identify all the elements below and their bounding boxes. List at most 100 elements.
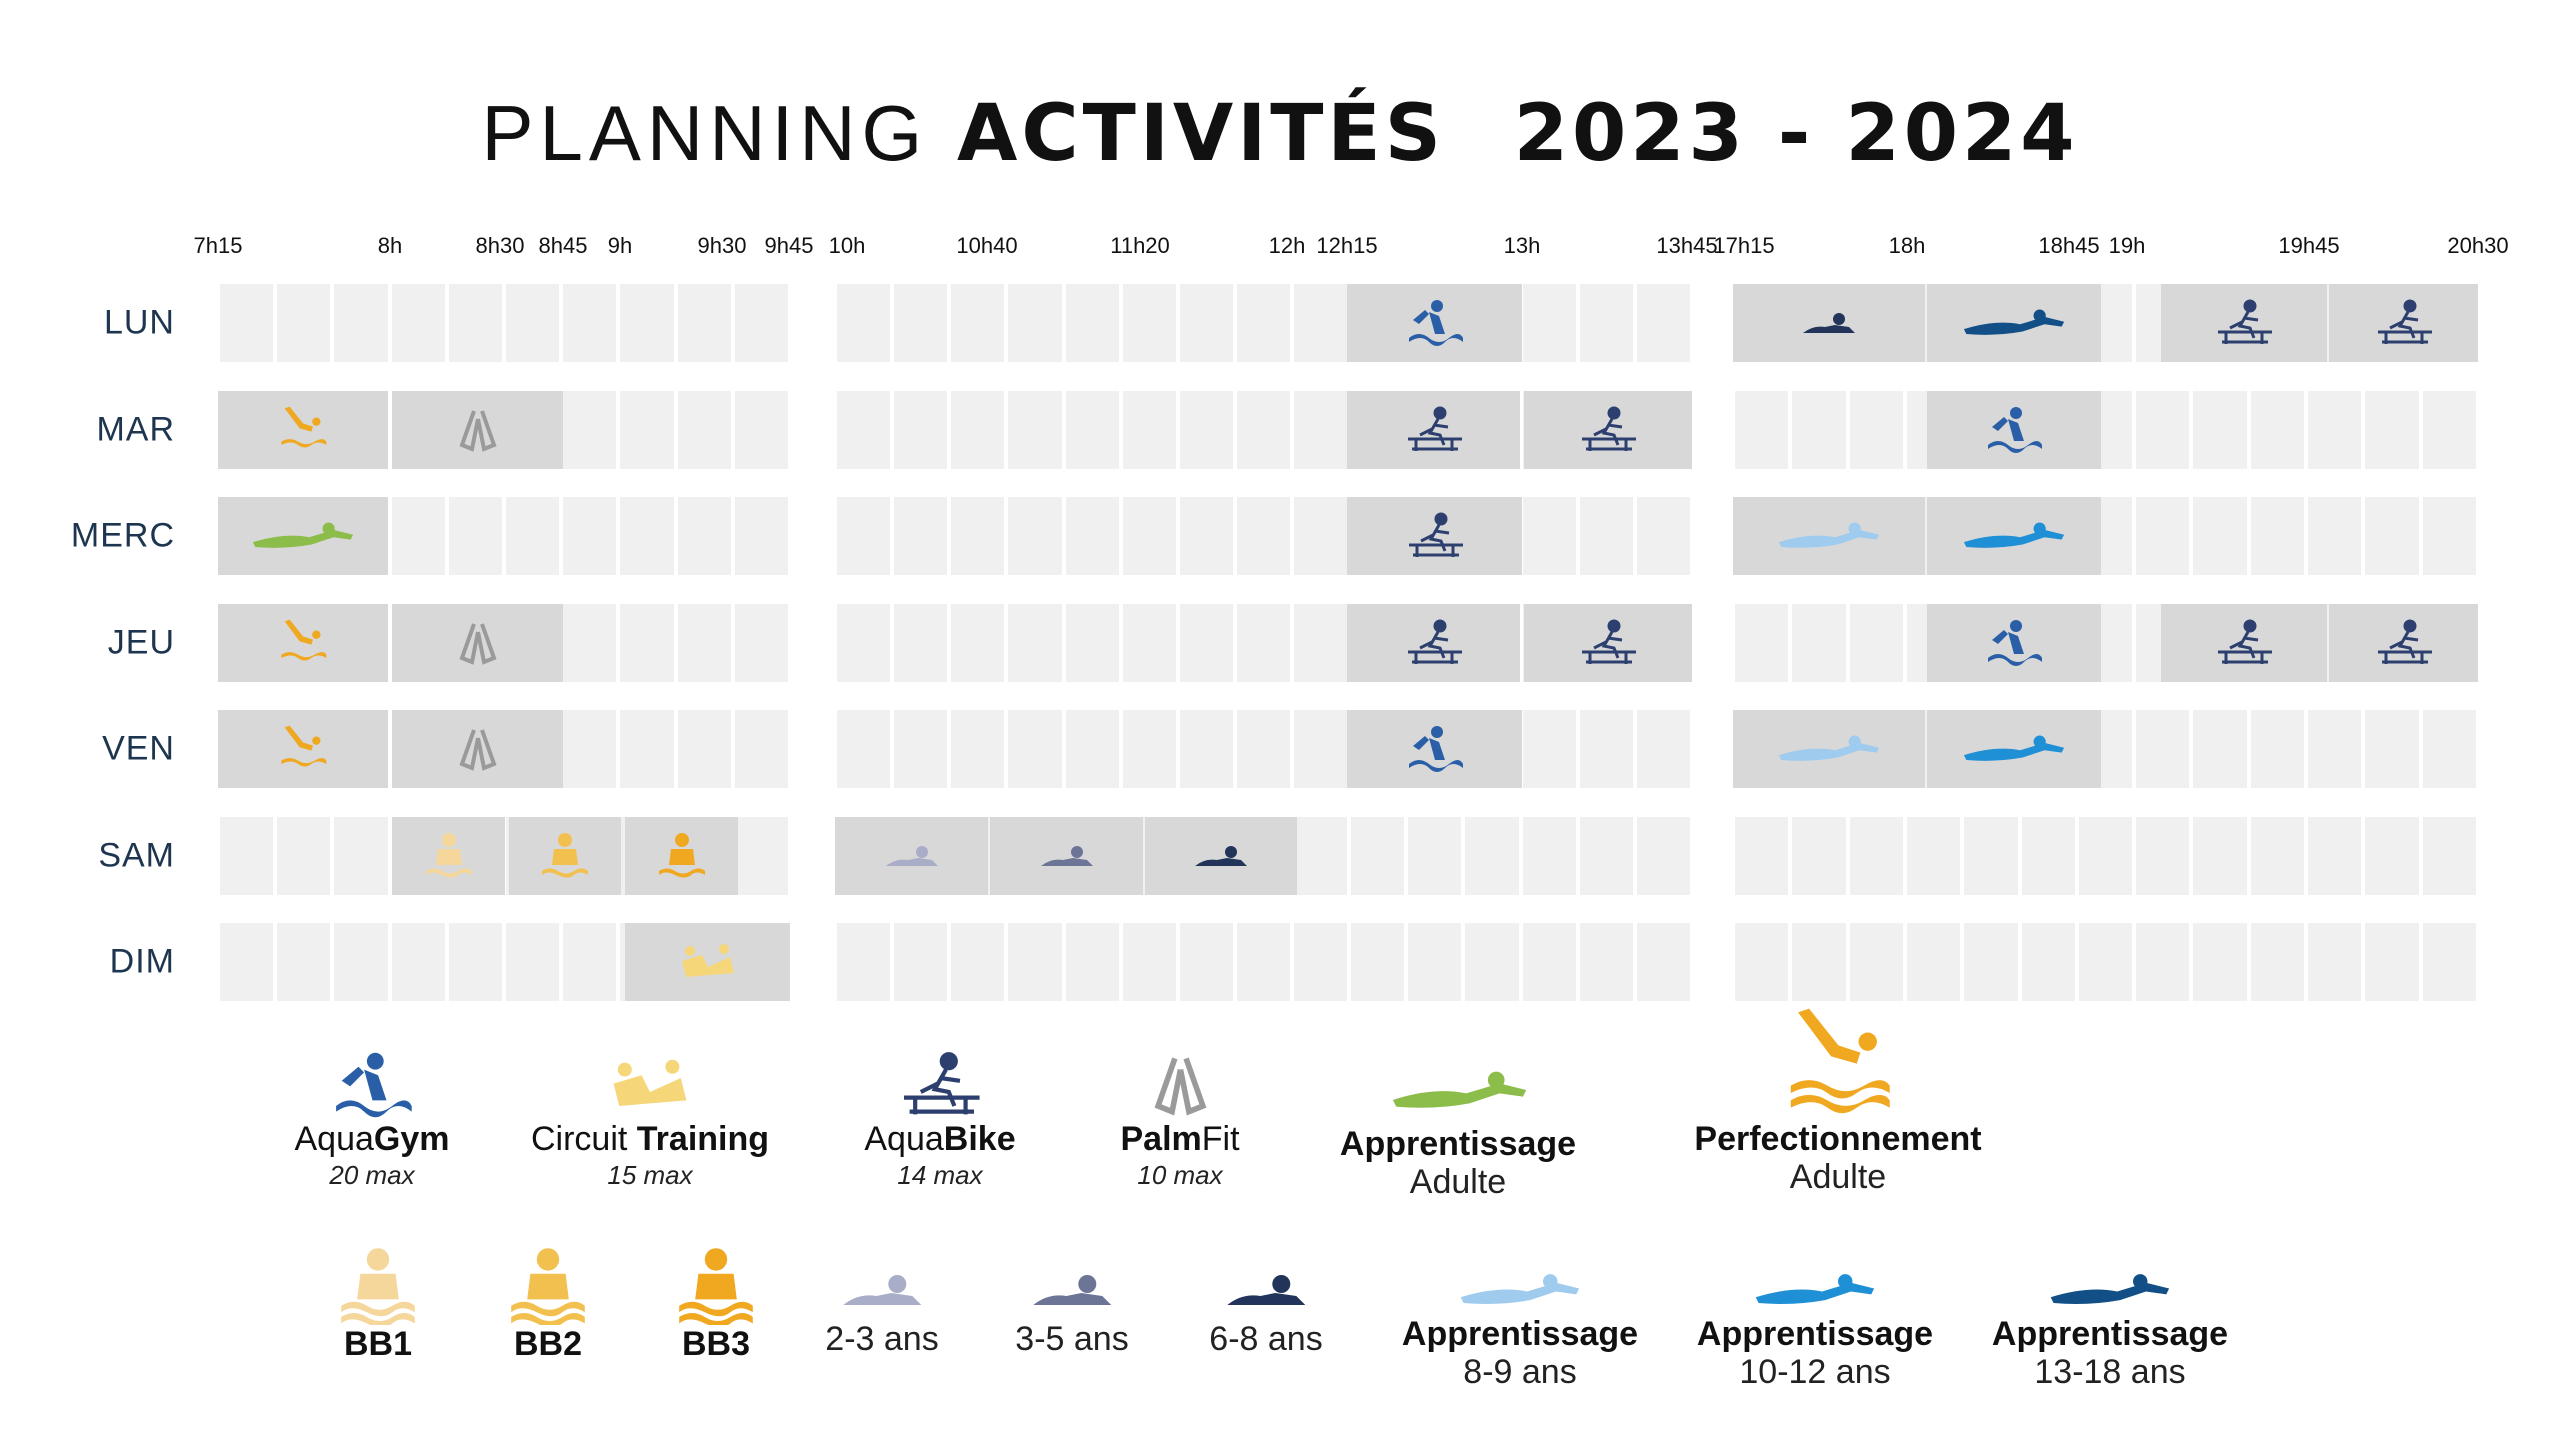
grid-cell xyxy=(448,497,502,575)
palmfit-icon-shape xyxy=(1154,1057,1206,1116)
grid-cell xyxy=(1849,923,1903,1001)
legend-ado-13-18: Apprentissage 13-18 ans xyxy=(1992,1265,2228,1391)
grid-cell xyxy=(1465,923,1519,1001)
time-label: 19h xyxy=(2108,233,2146,258)
legend-apprentissage-adulte: Apprentissage Adulte xyxy=(1340,1055,1576,1201)
perf-icon xyxy=(281,619,327,661)
activity-block xyxy=(392,817,505,895)
aquabike-icon xyxy=(2377,619,2432,664)
grid-cell xyxy=(2422,923,2476,1001)
grid-cell xyxy=(620,391,674,469)
activity-block xyxy=(1927,391,2101,469)
title-year: 2023 - 2024 xyxy=(1513,89,2079,179)
grid-cell xyxy=(1465,817,1519,895)
legend-bb1-label: BB1 xyxy=(343,1325,413,1363)
ado1012-icon xyxy=(1963,735,2065,761)
grid-cell xyxy=(2078,923,2133,1001)
grid-cell xyxy=(1522,923,1576,1001)
aquabike-icon-shape xyxy=(903,1052,980,1115)
grid-cell xyxy=(1408,923,1462,1001)
grid-cell xyxy=(951,497,1005,575)
grid-cell xyxy=(1179,604,1233,682)
legend-aquabike-light: Aqua xyxy=(864,1120,944,1158)
bb1-icon xyxy=(341,1248,415,1325)
aquagym-icon-shape xyxy=(335,1052,412,1118)
grid-cell xyxy=(2365,497,2419,575)
ado1318-icon-shape xyxy=(2050,1274,2170,1304)
activity-block xyxy=(218,604,388,682)
legend-kid35-label: 3-5 ans xyxy=(1015,1320,1129,1358)
bb1-icon-shape xyxy=(341,1248,415,1325)
swimmer-icon xyxy=(2050,1274,2170,1304)
time-label: 17h15 xyxy=(1713,233,1775,258)
grid-cell xyxy=(2193,497,2247,575)
grid-cell xyxy=(2308,923,2362,1001)
grid-cell xyxy=(1122,497,1176,575)
grid-cell xyxy=(1849,391,1903,469)
grid-cell xyxy=(1179,923,1233,1001)
activity-block xyxy=(1733,710,1925,788)
aquabike-icon xyxy=(2218,619,2272,664)
grid-cell xyxy=(1351,923,1405,1001)
ado89-icon-shape xyxy=(1460,1274,1580,1304)
grid-cell xyxy=(1636,710,1690,788)
grid-cell xyxy=(951,284,1005,362)
ado89-icon xyxy=(1778,522,1880,548)
grid-cell xyxy=(1522,497,1576,575)
ado1012-icon-shape xyxy=(1755,1274,1875,1304)
aquagym-icon xyxy=(1988,407,2042,453)
grid-cell xyxy=(1294,710,1348,788)
aquabike-icon xyxy=(903,1052,980,1115)
grid-cell xyxy=(1522,284,1576,362)
time-label: 8h xyxy=(377,233,403,258)
grid-cell xyxy=(2193,923,2247,1001)
activity-block xyxy=(1347,284,1522,362)
day-label: DIM xyxy=(109,942,175,981)
legend-aquabike-max: 14 max xyxy=(897,1160,983,1190)
grid-cell xyxy=(563,391,617,469)
grid-cell xyxy=(1735,604,1789,682)
grid-cell xyxy=(2365,923,2419,1001)
grid-cell xyxy=(1906,817,1961,895)
grid-cell xyxy=(951,923,1005,1001)
grid-cell xyxy=(2193,391,2247,469)
grid-cell xyxy=(220,923,274,1001)
activity-block xyxy=(1145,817,1297,895)
grid-cell xyxy=(2308,497,2362,575)
aquabike-icon xyxy=(1582,406,1636,451)
kid23-icon-shape xyxy=(843,1275,921,1305)
grid-cell xyxy=(1792,923,1846,1001)
activity-block xyxy=(625,923,790,1001)
time-label: 9h45 xyxy=(764,233,814,258)
activity-block xyxy=(1524,391,1692,469)
grid-cell xyxy=(2422,817,2476,895)
grid-cell xyxy=(1849,604,1903,682)
grid-cell xyxy=(563,284,617,362)
palmfit-icon xyxy=(458,623,497,665)
grid-cell xyxy=(2308,391,2362,469)
legend-kid23-label: 2-3 ans xyxy=(825,1320,939,1358)
palmfit-icon xyxy=(458,729,497,771)
day-label: MAR xyxy=(96,410,175,449)
ado1318-icon xyxy=(1963,309,2065,335)
grid-cell xyxy=(1636,284,1690,362)
grid-cell xyxy=(334,923,388,1001)
grid-cell xyxy=(220,284,274,362)
aquabike-icon xyxy=(1582,619,1636,664)
grid-cell xyxy=(734,710,788,788)
grid-cell xyxy=(2250,923,2305,1001)
activity-block xyxy=(990,817,1143,895)
activity-block xyxy=(2329,604,2478,682)
activity-block xyxy=(1733,284,1925,362)
grid-cell xyxy=(1236,284,1291,362)
grid-cell xyxy=(1636,817,1690,895)
grid-cell xyxy=(1294,604,1348,682)
grid-cell xyxy=(894,604,948,682)
activity-block xyxy=(1927,497,2101,575)
grid-cell xyxy=(837,710,891,788)
day-label: MERC xyxy=(70,516,175,555)
time-label: 8h30 xyxy=(475,233,525,258)
grid-cell xyxy=(1522,817,1576,895)
grid-cell xyxy=(1122,923,1176,1001)
grid-cell xyxy=(1792,817,1846,895)
